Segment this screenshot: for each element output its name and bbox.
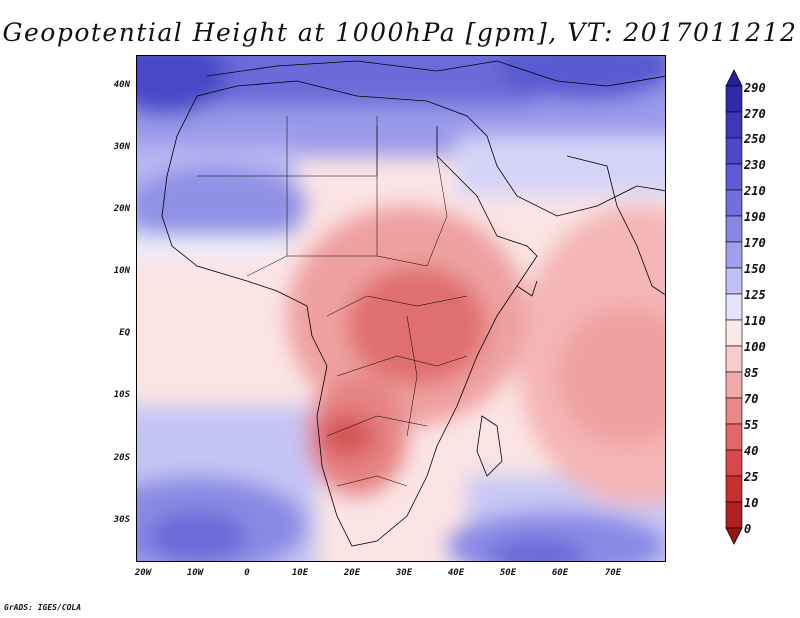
colorbar-label-190: 190 bbox=[744, 210, 766, 224]
lat-label-20n: 20N bbox=[113, 204, 130, 214]
colorbar bbox=[725, 69, 743, 545]
colorbar-label-100: 100 bbox=[744, 340, 766, 354]
colorbar-label-230: 230 bbox=[744, 158, 766, 172]
lon-label-60e: 60E bbox=[551, 568, 569, 578]
colorbar-segment bbox=[725, 163, 743, 191]
colorbar-top-arrow bbox=[725, 69, 743, 87]
grads-credit: GrADS: IGES/COLA bbox=[4, 603, 82, 612]
colorbar-label-85: 85 bbox=[744, 366, 759, 380]
coastlines bbox=[161, 60, 665, 547]
lat-label-30s: 30S bbox=[113, 515, 130, 525]
colorbar-label-210: 210 bbox=[744, 184, 766, 198]
map-title: Geopotential Height at 1000hPa [gpm], VT… bbox=[2, 18, 798, 47]
lat-label-20s: 20S bbox=[113, 453, 130, 463]
lon-label-50e: 50E bbox=[499, 568, 517, 578]
lon-label-30e: 30E bbox=[395, 568, 413, 578]
lat-label-40n: 40N bbox=[113, 80, 130, 90]
colorbar-label-25: 25 bbox=[744, 470, 759, 484]
colorbar-segment bbox=[725, 449, 743, 477]
geopotential-map bbox=[137, 56, 665, 561]
colorbar-label-170: 170 bbox=[744, 236, 766, 250]
country-borders bbox=[197, 116, 468, 487]
colorbar-bottom-arrow bbox=[725, 527, 743, 545]
lon-label-70e: 70E bbox=[604, 568, 622, 578]
colorbar-segment bbox=[725, 345, 743, 373]
colorbar-segment bbox=[725, 241, 743, 269]
colorbar-label-55: 55 bbox=[744, 418, 759, 432]
colorbar-segment bbox=[725, 475, 743, 503]
lon-label-0: 0 bbox=[244, 568, 250, 578]
colorbar-segment bbox=[725, 423, 743, 451]
lon-label-20e: 20E bbox=[343, 568, 361, 578]
colorbar-label-125: 125 bbox=[744, 288, 766, 302]
lat-label-eq: EQ bbox=[119, 328, 130, 338]
colorbar-label-40: 40 bbox=[744, 444, 759, 458]
colorbar-segment bbox=[725, 189, 743, 217]
colorbar-segment bbox=[725, 215, 743, 243]
colorbar-label-150: 150 bbox=[744, 262, 766, 276]
colorbar-segment bbox=[725, 501, 743, 529]
lon-label-20w: 20W bbox=[134, 568, 152, 578]
colorbar-segment bbox=[725, 371, 743, 399]
colorbar-label-290: 290 bbox=[744, 81, 766, 95]
colorbar-segment bbox=[725, 137, 743, 165]
colorbar-label-270: 270 bbox=[744, 107, 766, 121]
colorbar-label-110: 110 bbox=[744, 314, 766, 328]
lat-label-30n: 30N bbox=[113, 142, 130, 152]
colorbar-label-10: 10 bbox=[744, 496, 759, 510]
lat-label-10s: 10S bbox=[113, 390, 130, 400]
lon-label-40e: 40E bbox=[447, 568, 465, 578]
map-plot-area bbox=[136, 55, 666, 562]
lon-label-10w: 10W bbox=[186, 568, 204, 578]
colorbar-segment bbox=[725, 85, 743, 113]
colorbar-segment bbox=[725, 319, 743, 347]
colorbar-label-250: 250 bbox=[744, 132, 766, 146]
colorbar-segment bbox=[725, 397, 743, 425]
lon-label-10e: 10E bbox=[291, 568, 309, 578]
colorbar-label-70: 70 bbox=[744, 392, 759, 406]
colorbar-label-0: 0 bbox=[744, 522, 752, 536]
colorbar-segment bbox=[725, 293, 743, 321]
colorbar-segment bbox=[725, 111, 743, 139]
colorbar-segment bbox=[725, 267, 743, 295]
lat-label-10n: 10N bbox=[113, 266, 130, 276]
